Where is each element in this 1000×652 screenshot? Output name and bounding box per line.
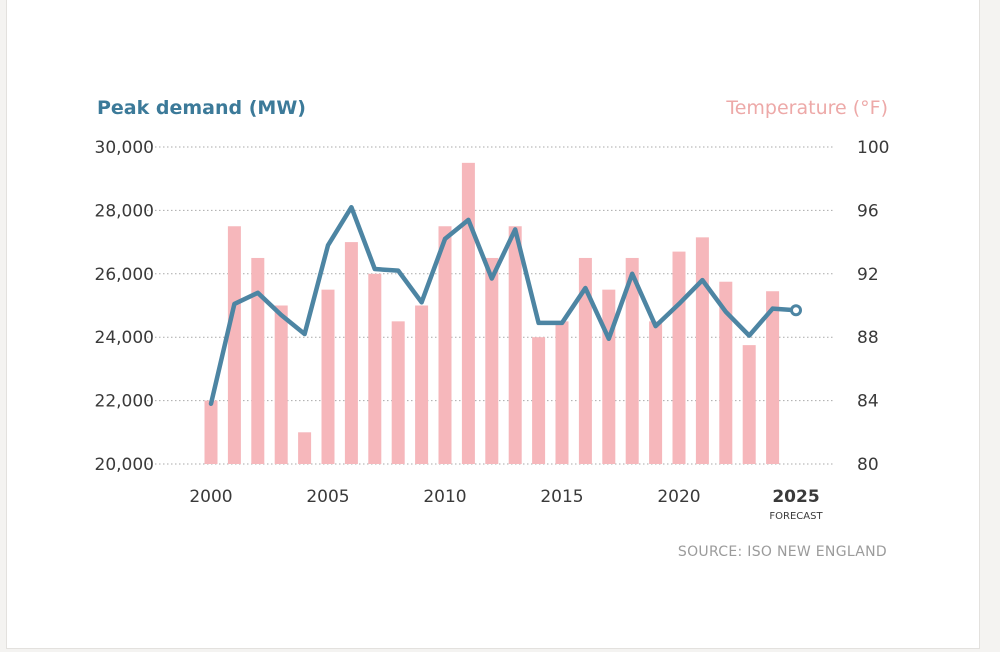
temperature-bar	[298, 432, 312, 464]
temperature-bar	[461, 162, 475, 464]
temperature-bar	[672, 251, 686, 464]
temperature-bar	[742, 345, 756, 464]
temperature-bar	[368, 273, 382, 464]
temperature-bar	[766, 291, 780, 464]
temperature-bar	[532, 337, 546, 464]
x-tick-label: 2025	[772, 487, 819, 507]
x-tick-label: 2010	[423, 487, 466, 507]
left-tick-label: 26,000	[95, 265, 154, 285]
right-tick-label: 92	[857, 265, 879, 285]
left-axis-ticks: 30,000 28,000 26,000 24,000 22,000 20,000	[95, 138, 154, 475]
x-tick-label: 2020	[657, 487, 700, 507]
forecast-point	[790, 304, 802, 317]
temperature-bar	[227, 226, 241, 464]
x-tick-label: 2000	[189, 487, 232, 507]
forecast-label: FORECAST	[769, 511, 823, 522]
x-axis-ticks: 2000 2005 2010 2015 2020 2025 FORECAST	[189, 487, 823, 522]
left-tick-label: 22,000	[95, 392, 154, 412]
temperature-bar	[274, 305, 288, 464]
right-tick-label: 84	[857, 392, 879, 412]
x-tick-label: 2005	[306, 487, 349, 507]
chart-card: Peak demand (MW) Temperature (°F) 30,000…	[6, 0, 980, 649]
source-note: SOURCE: ISO NEW ENGLAND	[678, 544, 887, 560]
left-tick-label: 30,000	[95, 138, 154, 158]
temperature-bar	[508, 226, 522, 464]
temperature-bar	[485, 257, 499, 464]
left-axis-title: Peak demand (MW)	[97, 97, 306, 119]
temperature-bar	[625, 257, 639, 464]
temperature-bar	[719, 281, 733, 464]
peak-demand-temperature-chart: Peak demand (MW) Temperature (°F) 30,000…	[95, 97, 890, 560]
left-tick-label: 24,000	[95, 328, 154, 348]
temperature-bar	[391, 321, 405, 464]
x-tick-label: 2015	[540, 487, 583, 507]
temperature-bar	[649, 321, 663, 464]
right-axis-ticks: 100 96 92 88 84 80	[857, 138, 889, 475]
temperature-bar	[555, 321, 569, 464]
temperature-bar	[204, 400, 218, 464]
temperature-bar	[344, 242, 358, 464]
temperature-bar	[695, 237, 709, 464]
temperature-bar	[602, 289, 616, 464]
right-tick-label: 96	[857, 201, 879, 221]
right-axis-title: Temperature (°F)	[725, 97, 888, 119]
peak-demand-line	[208, 204, 802, 407]
temperature-bar	[578, 257, 592, 464]
left-tick-label: 20,000	[95, 455, 154, 475]
left-tick-label: 28,000	[95, 201, 154, 221]
right-tick-label: 80	[857, 455, 879, 475]
right-tick-label: 100	[857, 138, 889, 158]
temperature-bars	[204, 162, 780, 464]
temperature-bar	[415, 305, 429, 464]
temperature-bar	[321, 289, 335, 464]
peak-demand-line-path	[208, 204, 775, 407]
right-tick-label: 88	[857, 328, 879, 348]
temperature-bar	[438, 226, 452, 464]
temperature-bar	[251, 257, 265, 464]
